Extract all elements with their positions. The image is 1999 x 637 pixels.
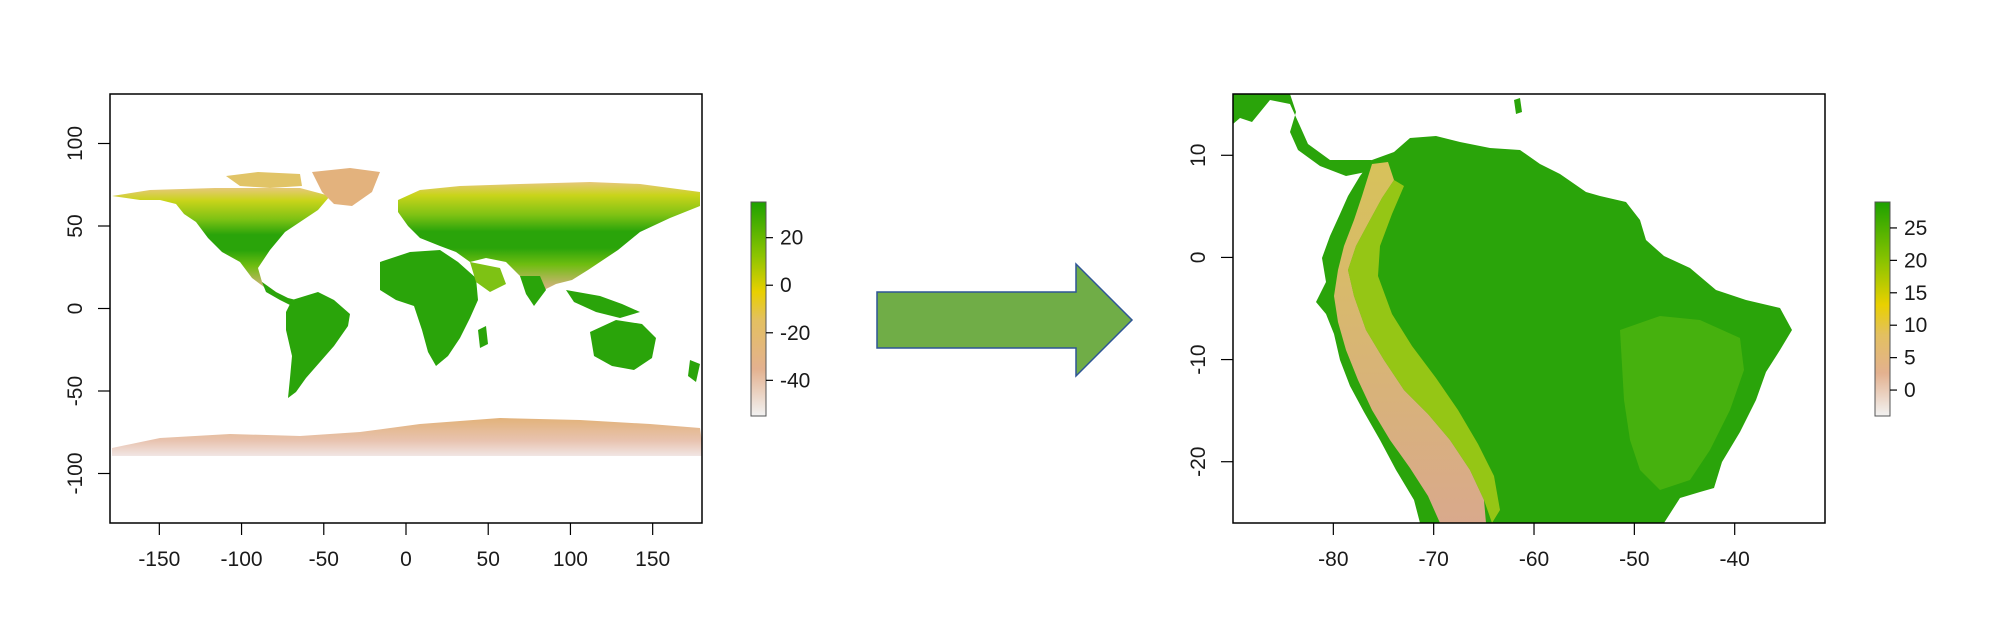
south-america-legend-tick-label: 5 [1904,347,1916,370]
world-legend-tick-label: -40 [780,369,810,392]
world-x-tick-label: 50 [477,548,500,571]
south-america-x-tick-label: -60 [1519,548,1549,571]
south-america-legend: 25 20 15 10 5 0 [1874,201,1927,417]
south-america-x-tick-label: -50 [1619,548,1649,571]
world-y-tick-label: -50 [64,376,87,406]
sa-caribbean-islands [1514,98,1522,114]
world-landmass-north-america [112,188,330,292]
world-landmass-eurasia [398,182,700,292]
south-america-y-tick-label: -10 [1187,344,1210,374]
south-america-y-tick-label: 10 [1187,144,1210,167]
south-america-map-axes: -80 -70 -60 -50 -40 10 0 -10 -20 [1187,144,1750,571]
south-america-legend-colorbar [1874,201,1891,417]
world-legend-ticks: 20 0 -20 -40 [766,227,810,392]
world-landmass-india [520,276,546,306]
world-y-tick-label: 0 [64,303,87,315]
world-landmass-greenland [312,168,380,206]
world-legend-colorbar [750,201,767,417]
sa-landmass-central-america [1233,94,1372,176]
world-x-tick-label: -50 [309,548,339,571]
world-landmass-arctic-islands [226,172,302,188]
south-america-legend-tick-label: 10 [1904,314,1927,337]
world-x-tick-label: 0 [400,548,412,571]
world-raster [112,168,702,456]
world-map-axes: -150 -100 -50 0 50 100 150 100 50 0 -50 -100 [64,126,670,571]
world-landmass-new-zealand [688,360,700,382]
world-x-tick-label: 150 [635,548,670,571]
world-y-tick-label: -100 [64,452,87,494]
world-legend-tick-label: -20 [780,322,810,345]
south-america-legend-tick-label: 15 [1904,282,1927,305]
world-landmass-madagascar [478,326,488,348]
south-america-map-frame [1232,93,1826,524]
south-america-legend-ticks: 25 20 15 10 5 0 [1890,217,1927,402]
world-x-tick-label: -150 [138,548,180,571]
south-america-legend-tick-label: 20 [1904,249,1927,272]
world-y-tick-label: 100 [64,126,87,161]
sa-andes-highlands [1334,162,1486,523]
south-america-x-tick-label: -40 [1720,548,1750,571]
south-america-legend-tick-label: 25 [1904,217,1927,240]
world-landmass-south-america [286,292,350,398]
world-landmass-africa [380,250,478,366]
south-america-raster [1233,94,1792,523]
world-landmass-central-america [262,282,296,306]
world-legend-tick-label: 20 [780,227,803,250]
world-landmass-australia [590,320,656,370]
south-america-x-tick-label: -70 [1418,548,1448,571]
world-x-tick-label: 100 [553,548,588,571]
sa-andes-slopes [1348,180,1500,523]
world-legend-tick-label: 0 [780,274,792,297]
world-landmass-arabia [470,262,506,292]
south-america-y-tick-label: 0 [1187,252,1210,264]
sa-eastern-highlands [1620,316,1744,490]
world-map-panel: -150 -100 -50 0 50 100 150 100 50 0 -50 -100 20 0 -20… [64,93,810,571]
world-legend: 20 0 -20 -40 [750,201,810,417]
world-x-tick-label: -100 [221,548,263,571]
south-america-legend-tick-label: 0 [1904,379,1916,402]
arrow [876,262,1134,378]
south-america-x-tick-label: -80 [1318,548,1348,571]
world-y-tick-label: 50 [64,214,87,237]
world-landmass-antarctica [112,418,702,456]
south-america-map-panel: -80 -70 -60 -50 -40 10 0 -10 -20 25 20 15 10 5 0 [1187,93,1927,571]
right-arrow-icon [876,262,1134,378]
world-landmass-se-asia [566,290,640,318]
south-america-y-tick-label: -20 [1187,447,1210,477]
